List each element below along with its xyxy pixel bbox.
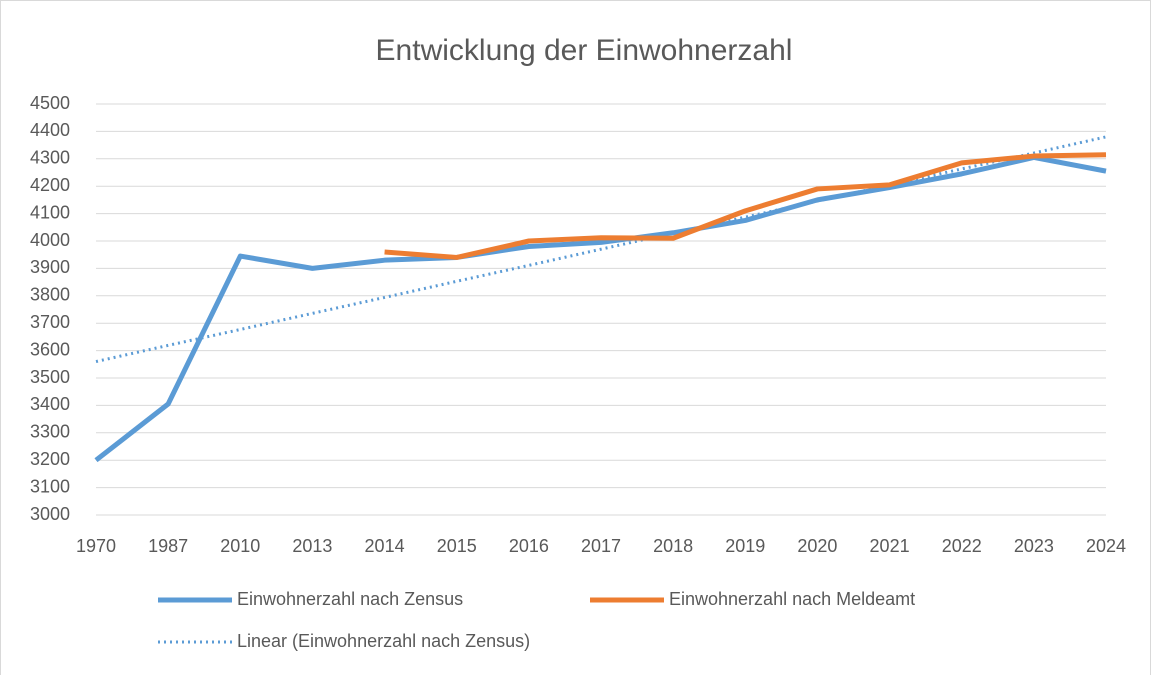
series-line	[95, 135, 1107, 364]
x-tick-label: 2019	[725, 536, 765, 556]
x-tick-label: 2021	[870, 536, 910, 556]
y-tick-label: 3200	[30, 449, 70, 469]
x-tick-label: 2014	[365, 536, 405, 556]
x-tick-label: 1987	[148, 536, 188, 556]
y-tick-label: 3800	[30, 285, 70, 305]
y-tick-label: 3400	[30, 394, 70, 414]
x-tick-label: 2015	[437, 536, 477, 556]
x-tick-label: 2022	[942, 536, 982, 556]
y-tick-label: 3100	[30, 476, 70, 496]
x-tick-label: 2016	[509, 536, 549, 556]
y-tick-label: 4200	[30, 175, 70, 195]
x-tick-label: 1970	[76, 536, 116, 556]
y-tick-label: 4500	[30, 93, 70, 113]
x-tick-label: 2020	[797, 536, 837, 556]
x-tick-label: 2018	[653, 536, 693, 556]
y-tick-label: 3300	[30, 422, 70, 442]
y-tick-label: 4000	[30, 230, 70, 250]
x-tick-label: 2017	[581, 536, 621, 556]
y-tick-label: 4100	[30, 202, 70, 222]
series-line	[94, 154, 1107, 463]
chart-title: Entwicklung der Einwohnerzahl	[376, 34, 793, 67]
legend-label: Einwohnerzahl nach Zensus	[237, 589, 463, 609]
y-tick-label: 3700	[30, 312, 70, 332]
y-tick-label: 3500	[30, 367, 70, 387]
y-tick-label: 3600	[30, 339, 70, 359]
y-tick-label: 3900	[30, 257, 70, 277]
legend-label: Einwohnerzahl nach Meldeamt	[669, 589, 915, 609]
x-tick-label: 2010	[220, 536, 260, 556]
series-line	[384, 152, 1107, 260]
x-tick-label: 2024	[1086, 536, 1126, 556]
y-tick-label: 4400	[30, 120, 70, 140]
y-tick-label: 4300	[30, 148, 70, 168]
x-tick-label: 2023	[1014, 536, 1054, 556]
y-tick-label: 3000	[30, 504, 70, 524]
x-tick-label: 2013	[292, 536, 332, 556]
legend-label: Linear (Einwohnerzahl nach Zensus)	[237, 631, 530, 651]
